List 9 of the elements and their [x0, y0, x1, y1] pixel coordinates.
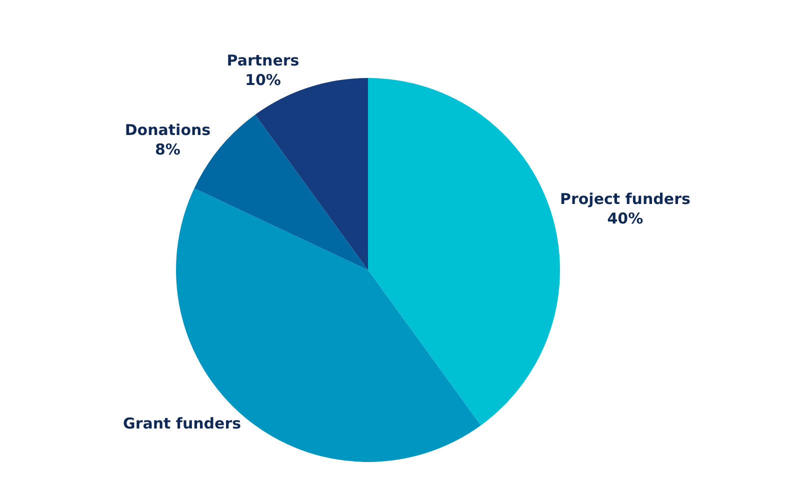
data-label: 10%: [245, 71, 281, 90]
slice-label: Partners: [226, 52, 300, 70]
slice-label: Grant funders: [123, 414, 242, 432]
data-label: 40%: [607, 210, 644, 228]
data-label: 8%: [154, 140, 180, 159]
pie-slice: [368, 78, 560, 426]
pie-slice: [176, 188, 481, 462]
slice-label: Donations: [124, 121, 211, 140]
slice-label: Project funders: [560, 190, 690, 208]
